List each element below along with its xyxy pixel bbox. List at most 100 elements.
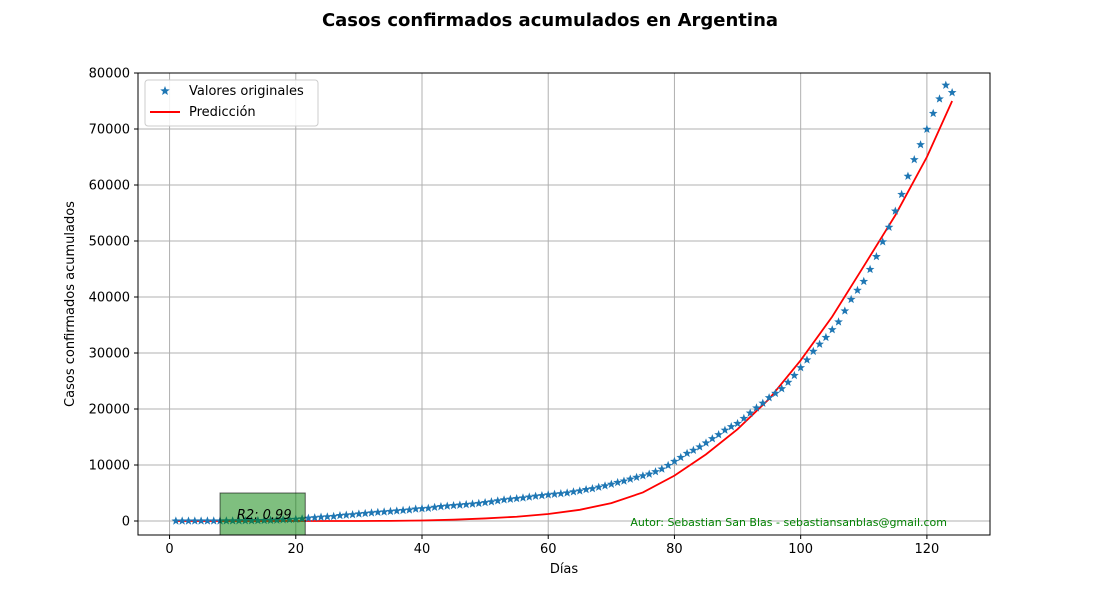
data-point — [771, 388, 780, 398]
data-point — [367, 508, 376, 517]
data-point — [745, 408, 755, 417]
data-point — [430, 502, 439, 512]
data-point — [196, 516, 206, 525]
data-point — [878, 237, 888, 246]
data-point — [569, 487, 578, 496]
data-point — [947, 88, 957, 97]
data-point — [487, 497, 496, 506]
data-point — [436, 502, 446, 511]
data-point — [916, 140, 925, 149]
data-point — [203, 516, 212, 525]
data-point — [329, 511, 339, 521]
prediction-line — [175, 100, 953, 522]
data-point — [802, 355, 812, 364]
data-point — [903, 171, 913, 180]
legend-entry-original: Valores originales — [189, 84, 304, 99]
prediction-series — [175, 100, 953, 522]
x-tick-label: 80 — [666, 542, 683, 557]
data-point — [733, 418, 742, 428]
chart-title: Casos confirmados acumulados en Argentin… — [322, 10, 778, 31]
data-point — [468, 499, 477, 508]
data-point — [171, 516, 181, 525]
data-point — [455, 500, 465, 509]
data-point — [499, 495, 509, 504]
data-point — [796, 363, 806, 372]
data-point — [651, 467, 660, 476]
data-point — [853, 285, 862, 294]
x-tick-label: 120 — [914, 542, 939, 557]
data-point — [714, 430, 723, 439]
data-point — [581, 484, 591, 494]
data-point — [606, 479, 616, 488]
x-axis-label: Días — [550, 562, 579, 577]
data-point — [543, 490, 553, 499]
data-point — [865, 264, 875, 274]
x-tick-label: 20 — [288, 542, 305, 557]
data-point — [890, 206, 900, 215]
y-tick-label: 20000 — [89, 403, 130, 418]
data-point — [689, 445, 698, 454]
data-point — [701, 438, 711, 447]
legend: Valores originales Predicción — [144, 79, 319, 127]
data-point — [625, 474, 635, 483]
data-point — [846, 294, 856, 304]
data-point — [405, 505, 414, 514]
axis-ticks: 0 20 40 60 80 100 120 0 10000 20000 30000 40000 5000… — [89, 67, 940, 558]
data-point — [348, 510, 357, 519]
data-point — [310, 513, 320, 522]
data-point — [417, 504, 427, 513]
data-point — [922, 124, 932, 134]
y-tick-label: 60000 — [89, 179, 130, 194]
data-point — [373, 507, 383, 517]
x-tick-label: 40 — [414, 542, 431, 557]
data-point — [726, 422, 736, 431]
data-point — [884, 222, 894, 231]
data-point — [777, 384, 787, 393]
legend-star — [160, 86, 170, 96]
data-point — [512, 493, 522, 503]
data-point — [789, 370, 799, 380]
original-values-series — [171, 80, 957, 525]
data-point — [322, 512, 332, 521]
data-point — [575, 486, 585, 495]
data-point — [423, 503, 433, 512]
data-point — [821, 332, 831, 342]
grid — [138, 72, 990, 535]
data-point — [707, 434, 717, 443]
data-point — [682, 448, 692, 458]
data-point — [840, 306, 850, 315]
data-point — [588, 484, 597, 493]
data-point — [676, 452, 686, 462]
data-point — [613, 477, 623, 487]
data-point — [304, 513, 313, 522]
y-tick-label: 70000 — [89, 123, 130, 138]
data-point — [670, 456, 679, 466]
data-point — [184, 516, 193, 525]
data-point — [928, 108, 938, 118]
y-tick-label: 80000 — [89, 67, 130, 82]
data-point — [695, 442, 705, 451]
data-point — [632, 472, 641, 482]
plot-frame — [137, 72, 991, 536]
data-point — [398, 505, 408, 515]
data-point — [316, 512, 326, 521]
data-point — [335, 510, 345, 520]
data-point — [594, 482, 604, 491]
data-point — [600, 481, 610, 490]
data-point — [720, 425, 730, 434]
legend-entry-prediction: Predicción — [189, 105, 256, 120]
data-point — [461, 499, 471, 509]
data-point — [827, 325, 837, 334]
data-point — [190, 516, 200, 525]
annotations: R2: 0.99 Autor: Sebastian San Blas - seb… — [219, 492, 947, 536]
data-point — [411, 504, 421, 513]
data-point — [360, 508, 370, 518]
author-credit: Autor: Sebastian San Blas - sebastiansan… — [630, 516, 947, 529]
data-point — [872, 251, 881, 261]
data-point — [379, 507, 389, 516]
y-axis-label: Casos confirmados acumulados — [63, 201, 78, 407]
data-point — [524, 492, 534, 501]
y-tick-label: 50000 — [89, 235, 130, 250]
data-point — [209, 516, 219, 525]
